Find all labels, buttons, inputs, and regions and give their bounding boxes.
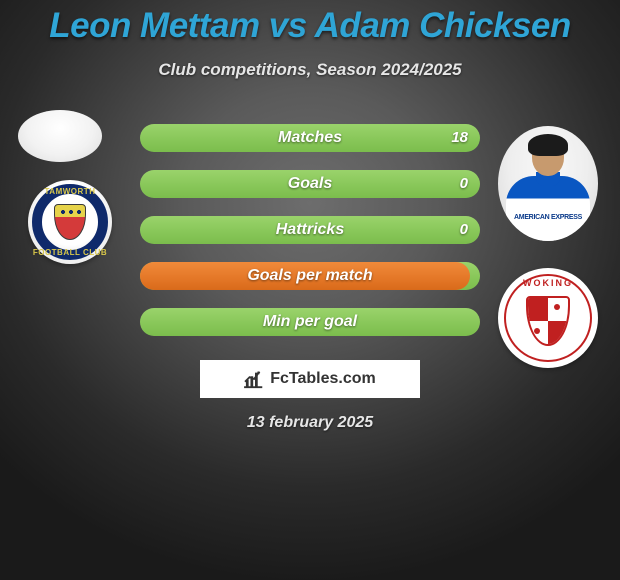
watermark-text: FcTables.com — [270, 370, 376, 388]
player-left-avatar — [18, 110, 102, 162]
stat-row: Matches 18 — [140, 124, 480, 152]
stat-row: Goals per match — [140, 262, 480, 290]
player-hair — [528, 134, 568, 156]
stat-label: Hattricks — [140, 216, 480, 244]
stat-label: Goals — [140, 170, 480, 198]
stat-label: Min per goal — [140, 308, 480, 336]
badge-left-text-bottom: FOOTBALL CLUB — [28, 248, 112, 257]
club-badge-left: TAMWORTH FOOTBALL CLUB — [28, 180, 112, 264]
club-badge-right: WOKING — [498, 268, 598, 368]
stat-row: Goals 0 — [140, 170, 480, 198]
stats-area: Matches 18 Goals 0 Hattricks 0 Goals per… — [140, 124, 480, 354]
stat-value-right: 0 — [460, 216, 468, 244]
stat-label: Matches — [140, 124, 480, 152]
stat-value-right: 18 — [451, 124, 468, 152]
shirt-sponsor: AMERICAN EXPRESS — [498, 214, 598, 221]
badge-left-text-top: TAMWORTH — [28, 187, 112, 196]
stat-value-right: 0 — [460, 170, 468, 198]
watermark: FcTables.com — [200, 360, 420, 398]
chart-icon — [244, 369, 266, 389]
page-title: Leon Mettam vs Adam Chicksen — [0, 0, 620, 46]
infographic-root: Leon Mettam vs Adam Chicksen Club compet… — [0, 0, 620, 580]
subtitle: Club competitions, Season 2024/2025 — [0, 60, 620, 80]
date-text: 13 february 2025 — [0, 414, 620, 432]
player-right-avatar: AMERICAN EXPRESS — [498, 126, 598, 241]
stat-label: Goals per match — [140, 262, 480, 290]
stat-row: Min per goal — [140, 308, 480, 336]
badge-right-text-top: WOKING — [498, 278, 598, 288]
stat-row: Hattricks 0 — [140, 216, 480, 244]
